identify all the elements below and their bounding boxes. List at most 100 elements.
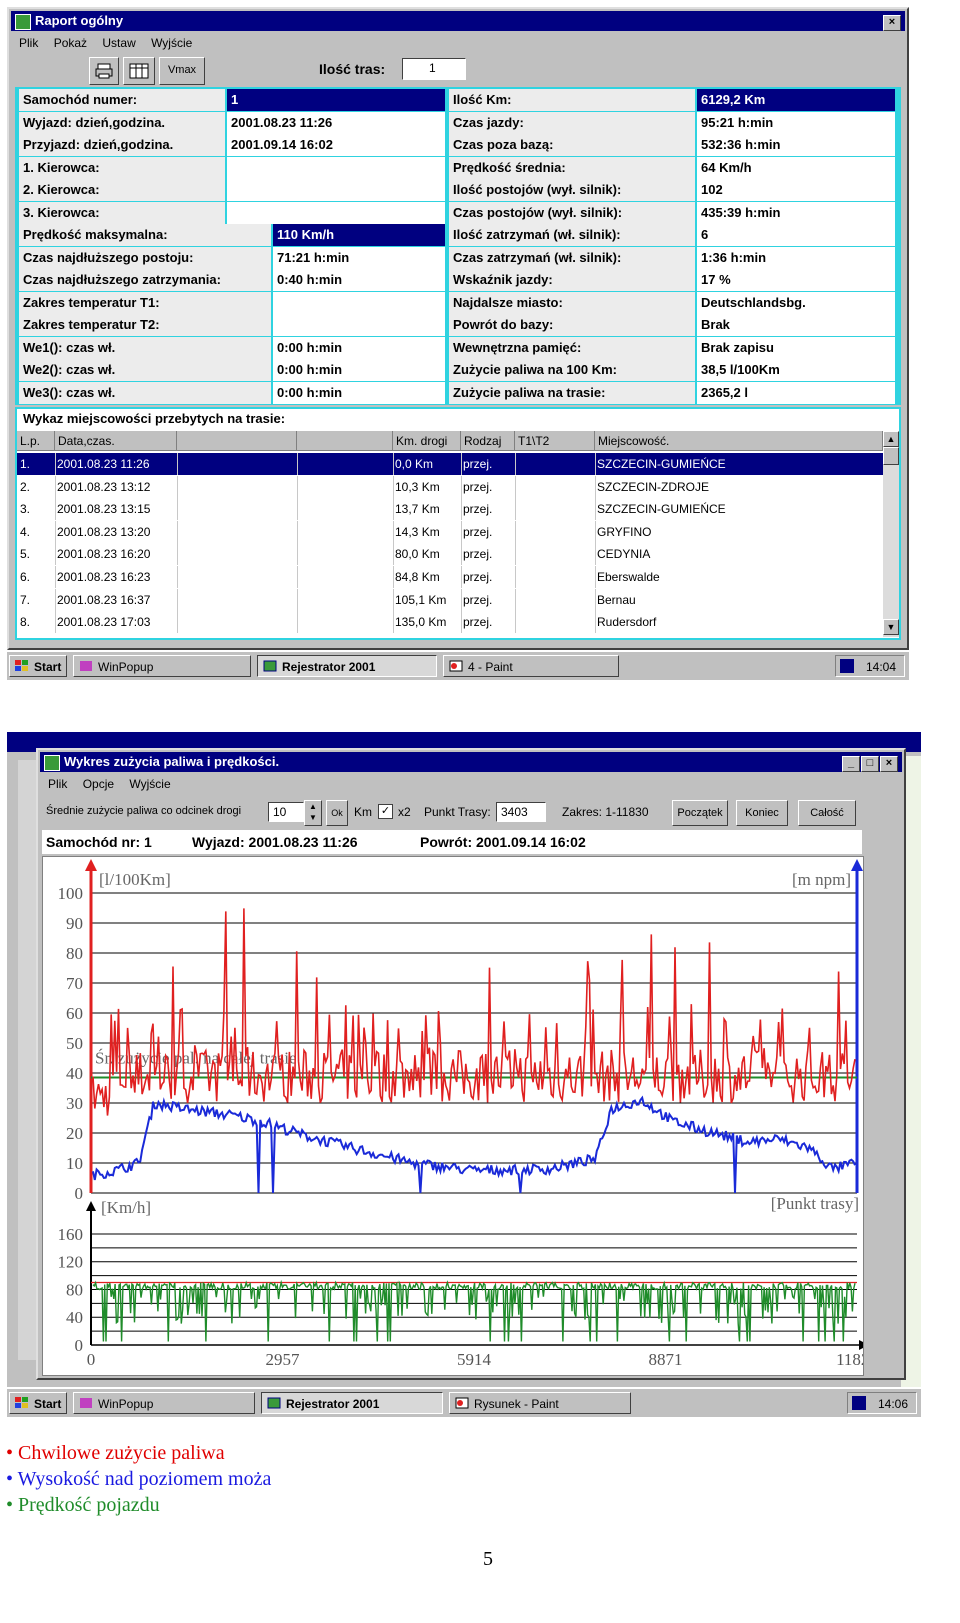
info-value[interactable]	[273, 291, 445, 314]
list-grid-line	[461, 611, 462, 634]
info-value[interactable]: 2365,2 l	[697, 381, 895, 404]
task-paint[interactable]: 4 - Paint	[443, 655, 619, 677]
task2-rejestrator[interactable]: Rejestrator 2001	[261, 1392, 443, 1414]
info-value[interactable]: Brak	[697, 314, 895, 336]
info-label: Czas najdłuższego postoju:	[19, 246, 271, 269]
list-column-header[interactable]: T1\T2	[515, 431, 595, 451]
info-value[interactable]: 0:00 h:min	[273, 336, 445, 359]
background-map-strip	[901, 756, 921, 1388]
list-column-header[interactable]: Data,czas.	[55, 431, 177, 451]
vmax-button[interactable]: Vmax	[159, 57, 205, 85]
info-value[interactable]	[227, 156, 445, 179]
info-value[interactable]: 38,5 l/100Km	[697, 359, 895, 381]
info-value[interactable]	[227, 201, 445, 224]
info-label: Zużycie paliwa na trasie:	[449, 381, 695, 404]
info-value[interactable]	[227, 179, 445, 201]
avg-spinner[interactable]: ▲ ▼	[304, 800, 322, 826]
minimize-button[interactable]: _	[842, 756, 860, 772]
all-range-button[interactable]: Całość	[798, 800, 856, 826]
info-value[interactable]: 6129,2 Km	[697, 89, 895, 111]
speed-tick-label: 40	[66, 1308, 83, 1327]
trips-field[interactable]: 1	[402, 58, 466, 80]
chart-title-bar[interactable]: Wykres zużycia paliwa i prędkości. _ □ ×	[40, 752, 902, 772]
info-label: We2(): czas wł.	[19, 359, 271, 381]
info-value[interactable]: Brak zapisu	[697, 336, 895, 359]
list-row[interactable]: 4. 2001.08.23 13:20 14,3 Km przej. GRYFINO	[17, 520, 883, 543]
chart-close-button[interactable]: ×	[880, 756, 898, 772]
info-value[interactable]: 6	[697, 224, 895, 246]
left-tick-label: 0	[75, 1184, 84, 1203]
maximize-button[interactable]: □	[861, 756, 879, 772]
info-value[interactable]: 435:39 h:min	[697, 201, 895, 224]
scroll-up-button[interactable]: ▲	[883, 431, 899, 447]
menu-plik[interactable]: Plik	[19, 36, 39, 50]
list-row[interactable]: 2. 2001.08.23 13:12 10,3 Km przej. SZCZECIN-…	[17, 475, 883, 498]
close-button[interactable]: ×	[883, 15, 901, 31]
info-value[interactable]: 1	[227, 89, 445, 111]
info-value[interactable]: 64 Km/h	[697, 156, 895, 179]
list-column-header[interactable]: Km. drogi	[393, 431, 461, 451]
info-value[interactable]: 71:21 h:min	[273, 246, 445, 269]
info-value[interactable]: 2001.09.14 16:02	[227, 134, 445, 156]
info-value[interactable]: 95:21 h:min	[697, 111, 895, 134]
avg-apply-button[interactable]: Ok	[326, 800, 348, 826]
start-button-2[interactable]: Start	[9, 1392, 67, 1414]
list-column-header[interactable]: Miejscowość.	[595, 431, 883, 451]
info-value[interactable]: 2001.08.23 11:26	[227, 111, 445, 134]
task2-paint[interactable]: Rysunek - Paint	[449, 1392, 631, 1414]
x-tick-label: 5914	[457, 1350, 492, 1369]
avg-input[interactable]: 10	[268, 802, 304, 822]
list-column-header[interactable]	[297, 431, 393, 451]
list-row[interactable]: 8. 2001.08.23 17:03 135,0 Km przej. Rudersdo…	[17, 611, 883, 634]
list-grid-line	[393, 475, 394, 498]
info-value[interactable]	[273, 314, 445, 336]
info-value[interactable]: Deutschlandsbg.	[697, 291, 895, 314]
list-row[interactable]: 1. 2001.08.23 11:26 0,0 Km przej. SZCZECIN-G…	[17, 453, 883, 475]
info-value[interactable]: 17 %	[697, 269, 895, 291]
info-value[interactable]: 110 Km/h	[273, 224, 445, 246]
menu-wyjscie[interactable]: Wyjście	[151, 36, 193, 50]
list-column-header[interactable]	[177, 431, 297, 451]
scroll-down-button[interactable]: ▼	[883, 619, 899, 635]
info-value[interactable]: 0:40 h:min	[273, 269, 445, 291]
chart-menu-wyjscie[interactable]: Wyjście	[129, 777, 171, 791]
info-value[interactable]: 102	[697, 179, 895, 201]
list-grid-line	[461, 520, 462, 543]
point-label: Punkt Trasy:	[424, 805, 491, 819]
list-column-header[interactable]: L.p.	[17, 431, 55, 451]
x2-checkbox[interactable]: ✓	[378, 804, 393, 819]
list-row[interactable]: 6. 2001.08.23 16:23 84,8 Km przej. Eberswald…	[17, 566, 883, 588]
list-grid-line	[515, 588, 516, 611]
task-rejestrator[interactable]: Rejestrator 2001	[257, 655, 437, 677]
system-tray-2: 14:06	[847, 1392, 917, 1414]
list-scrollbar[interactable]: ▲ ▼	[883, 431, 899, 637]
menu-ustaw[interactable]: Ustaw	[102, 36, 136, 50]
list-row[interactable]: 7. 2001.08.23 16:37 105,1 Km przej. Bernau	[17, 588, 883, 611]
chart-menu-plik[interactable]: Plik	[48, 777, 68, 791]
start-label-2: Start	[34, 1397, 62, 1411]
scroll-thumb[interactable]	[883, 447, 899, 465]
end-range-button[interactable]: Koniec	[736, 800, 788, 826]
tray-app-icon-2[interactable]	[852, 1396, 866, 1410]
table-button[interactable]	[123, 57, 155, 85]
list-row[interactable]: 5. 2001.08.23 16:20 80,0 Km przej. CEDYNIA	[17, 543, 883, 566]
range-label: Zakres: 1-11830	[562, 805, 649, 819]
report-title-bar[interactable]: Raport ogólny ×	[11, 11, 905, 31]
info-value[interactable]: 532:36 h:min	[697, 134, 895, 156]
point-input[interactable]: 3403	[496, 802, 546, 822]
menu-pokaz[interactable]: Pokaż	[53, 36, 88, 50]
km-label: Km	[354, 805, 372, 819]
info-value[interactable]: 0:00 h:min	[273, 359, 445, 381]
start-button[interactable]: Start	[9, 655, 67, 677]
task2-winpopup[interactable]: WinPopup	[73, 1392, 255, 1414]
tray-app-icon[interactable]	[840, 659, 854, 673]
task-winpopup[interactable]: WinPopup	[73, 655, 251, 677]
start-range-button[interactable]: Początek	[672, 800, 728, 826]
info-value[interactable]: 0:00 h:min	[273, 381, 445, 404]
winpopup-icon	[80, 661, 92, 671]
info-value[interactable]: 1:36 h:min	[697, 246, 895, 269]
print-button[interactable]	[89, 57, 119, 85]
list-row[interactable]: 3. 2001.08.23 13:15 13,7 Km przej. SZCZECIN-…	[17, 498, 883, 521]
list-column-header[interactable]: Rodzaj	[461, 431, 515, 451]
chart-menu-opcje[interactable]: Opcje	[82, 777, 115, 791]
